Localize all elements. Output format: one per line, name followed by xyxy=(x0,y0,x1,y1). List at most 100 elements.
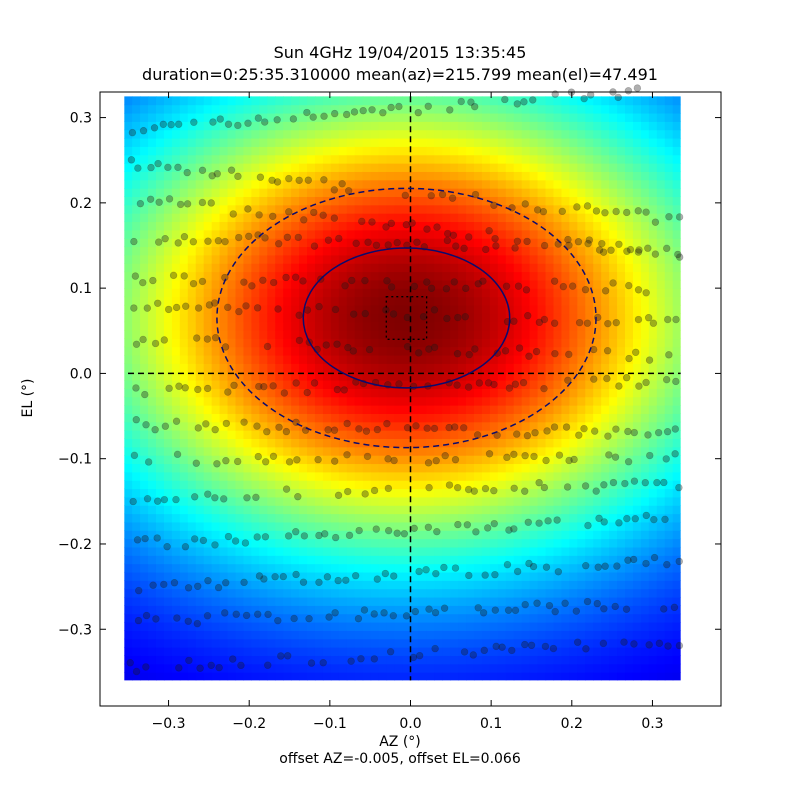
scan-point xyxy=(379,109,387,117)
heatmap-cell xyxy=(362,455,372,465)
heatmap-cell xyxy=(259,530,268,540)
heatmap-cell xyxy=(338,471,348,481)
heatmap-cell xyxy=(338,263,348,273)
heatmap-cell xyxy=(497,188,507,198)
heatmap-cell xyxy=(513,254,523,264)
heatmap-cell xyxy=(402,647,411,656)
heatmap-cell xyxy=(537,137,547,147)
heatmap-cell xyxy=(291,580,300,590)
heatmap-cell xyxy=(211,546,221,556)
heatmap-cell xyxy=(283,505,292,515)
heatmap-cell xyxy=(314,413,324,423)
heatmap-cell xyxy=(497,413,507,423)
heatmap-cell xyxy=(513,647,523,656)
heatmap-cell xyxy=(338,538,348,548)
heatmap-cell xyxy=(227,455,237,465)
heatmap-cell xyxy=(505,505,515,515)
heatmap-cell xyxy=(299,288,308,298)
heatmap-cell xyxy=(617,196,626,206)
heatmap-cell xyxy=(505,254,515,264)
heatmap-cell xyxy=(179,488,189,498)
heatmap-cell xyxy=(402,421,411,431)
heatmap-cell xyxy=(203,146,213,156)
heatmap-cell xyxy=(585,238,594,248)
heatmap-cell xyxy=(275,154,284,164)
heatmap-cell xyxy=(394,430,404,440)
heatmap-cell xyxy=(410,613,419,623)
heatmap-cell xyxy=(394,263,404,273)
heatmap-cell xyxy=(267,229,276,239)
heatmap-cell xyxy=(513,238,523,248)
heatmap-cell xyxy=(227,505,237,515)
heatmap-cell xyxy=(640,513,650,523)
heatmap-cell xyxy=(314,146,324,156)
heatmap-cell xyxy=(656,622,666,631)
heatmap-cell xyxy=(140,213,149,223)
heatmap-cell xyxy=(243,405,252,414)
heatmap-cell xyxy=(473,555,483,565)
heatmap-cell xyxy=(227,613,237,623)
heatmap-cell xyxy=(640,188,650,198)
heatmap-cell xyxy=(617,213,626,223)
heatmap-cell xyxy=(314,121,324,131)
heatmap-cell xyxy=(140,596,149,606)
heatmap-cell xyxy=(394,171,404,181)
heatmap-cell xyxy=(155,438,165,448)
heatmap-cell xyxy=(521,379,531,389)
heatmap-cell xyxy=(402,321,411,331)
heatmap-cell xyxy=(251,446,260,456)
heatmap-cell xyxy=(640,480,650,490)
heatmap-cell xyxy=(163,505,173,515)
heatmap-cell xyxy=(593,271,602,281)
heatmap-cell xyxy=(299,221,308,231)
heatmap-cell xyxy=(338,154,348,164)
heatmap-cell xyxy=(299,663,308,673)
heatmap-cell xyxy=(418,480,427,490)
heatmap-cell xyxy=(648,446,658,456)
heatmap-cell xyxy=(593,596,602,606)
heatmap-cell xyxy=(648,329,658,339)
heatmap-cell xyxy=(450,588,459,598)
heatmap-cell xyxy=(362,104,372,114)
heatmap-cell xyxy=(179,455,189,465)
heatmap-cell xyxy=(537,496,547,506)
heatmap-cell xyxy=(219,596,229,606)
heatmap-cell xyxy=(545,521,555,531)
heatmap-cell xyxy=(195,396,205,406)
heatmap-cell xyxy=(481,121,491,131)
heatmap-cell xyxy=(386,363,396,373)
heatmap-cell xyxy=(609,271,618,281)
heatmap-cell xyxy=(593,538,602,548)
heatmap-cell xyxy=(664,521,674,531)
heatmap-cell xyxy=(648,471,658,481)
heatmap-cell xyxy=(481,555,491,565)
heatmap-cell xyxy=(601,488,610,498)
heatmap-cell xyxy=(458,104,467,114)
heatmap-cell xyxy=(362,613,372,623)
heatmap-cell xyxy=(489,146,499,156)
heatmap-cell xyxy=(267,471,276,481)
heatmap-cell xyxy=(585,488,594,498)
heatmap-cell xyxy=(529,112,539,122)
heatmap-cell xyxy=(362,354,372,364)
heatmap-cell xyxy=(410,413,419,423)
heatmap-cell xyxy=(450,555,459,565)
heatmap-cell xyxy=(402,563,411,573)
heatmap-cell xyxy=(569,613,578,623)
heatmap-cell xyxy=(489,505,499,515)
heatmap-cell xyxy=(553,296,563,306)
heatmap-cell xyxy=(124,279,133,289)
heatmap-cell xyxy=(473,171,483,181)
heatmap-cell xyxy=(609,546,618,556)
heatmap-cell xyxy=(362,388,372,398)
heatmap-cell xyxy=(179,396,189,406)
heatmap-cell xyxy=(283,229,292,239)
heatmap-cell xyxy=(497,563,507,573)
heatmap-cell xyxy=(322,304,332,314)
heatmap-cell xyxy=(601,538,610,548)
heatmap-cell xyxy=(442,329,451,339)
heatmap-cell xyxy=(354,630,364,640)
heatmap-cell xyxy=(601,555,610,565)
heatmap-cell xyxy=(489,588,499,598)
heatmap-cell xyxy=(378,438,388,448)
